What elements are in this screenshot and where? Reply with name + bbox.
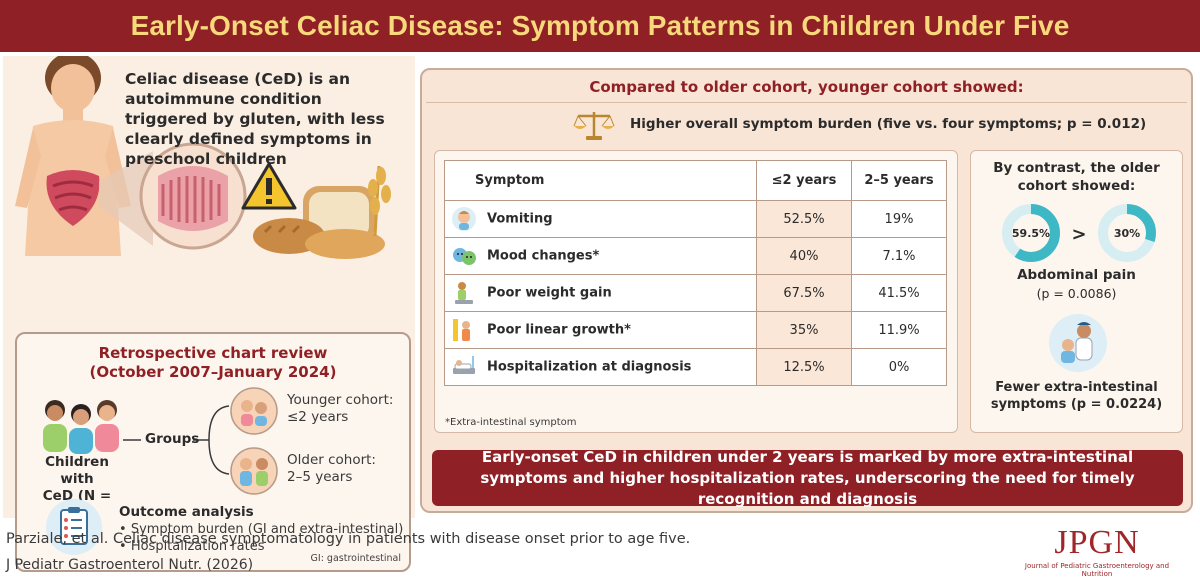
- mood-changes-icon: [453, 248, 476, 265]
- scale-icon: [573, 112, 615, 140]
- symptom-cell: Poor weight gain: [444, 274, 757, 312]
- table-row: Vomiting 52.5% 19%: [444, 200, 947, 238]
- symptom-cell: Mood changes*: [444, 237, 757, 275]
- groups-label: Groups: [145, 431, 200, 447]
- older-cohort-label: Older cohort: 2–5 years: [287, 452, 376, 485]
- doctor-child-icon: [1049, 314, 1107, 372]
- outcome-list: • Symptom burden (GI and extra-intestina…: [119, 521, 403, 555]
- table-row: Poor weight gain 67.5% 41.5%: [444, 274, 947, 312]
- contrast-box: By contrast, the older cohort showed: 59…: [970, 150, 1183, 433]
- children-group-icon: [43, 400, 119, 454]
- citation-line1: Parziale, et al. Celiac disease symptoma…: [6, 531, 691, 547]
- table-header-row: Symptom ≤2 years 2–5 years: [444, 160, 947, 201]
- younger-cohort-icon: [230, 387, 278, 435]
- logo-subtitle: Journal of Pediatric Gastroenterology an…: [1024, 562, 1170, 578]
- young-value: 12.5%: [756, 348, 852, 386]
- old-value: 19%: [851, 200, 947, 238]
- left-panel: Celiac disease (CeD) is an autoimmune co…: [3, 56, 415, 572]
- logo-word: JPGN: [1054, 524, 1140, 561]
- jpgn-logo: JPGN Journal of Pediatric Gastroenterolo…: [1012, 524, 1192, 579]
- hospital-bed-icon: [453, 356, 475, 374]
- table-row: Poor linear growth* 35% 11.9%: [444, 311, 947, 349]
- younger-donut-label: 30%: [1114, 227, 1140, 240]
- table-row: Hospitalization at diagnosis 12.5% 0%: [444, 348, 947, 386]
- vomiting-icon: [452, 207, 476, 231]
- header-old: 2–5 years: [851, 160, 947, 201]
- older-donut-label: 59.5%: [1012, 227, 1050, 240]
- table-row: Mood changes* 40% 7.1%: [444, 237, 947, 275]
- intro-text: Celiac disease (CeD) is an autoimmune co…: [125, 70, 385, 168]
- abdominal-pain-donuts: 59.5% > 30%: [1002, 204, 1156, 262]
- title-bar: Early-Onset Celiac Disease: Symptom Patt…: [0, 0, 1200, 52]
- right-panel: Compared to older cohort, younger cohort…: [420, 68, 1193, 513]
- weight-gain-icon: [455, 282, 473, 304]
- clipboard-icon: [46, 499, 102, 555]
- greater-than-symbol: >: [1071, 224, 1086, 245]
- gi-note: GI: gastrointestinal: [310, 553, 401, 564]
- young-value: 40%: [756, 237, 852, 275]
- abdominal-pain-p: (p = 0.0086): [1036, 286, 1117, 301]
- header-symptom: Symptom: [444, 160, 757, 201]
- old-value: 0%: [851, 348, 947, 386]
- conclusion-banner: Early-onset CeD in children under 2 year…: [432, 448, 1183, 508]
- older-cohort-icon: [230, 447, 278, 495]
- chart-review-box: Retrospective chart review (October 2007…: [15, 332, 411, 572]
- page-title: Early-Onset Celiac Disease: Symptom Patt…: [130, 10, 1070, 41]
- outcome-item: • Symptom burden (GI and extra-intestina…: [119, 522, 404, 537]
- old-value: 41.5%: [851, 274, 947, 312]
- outcome-item: • Hospitalization rates: [119, 539, 265, 554]
- burden-text: Higher overall symptom burden (five vs. …: [630, 116, 1147, 132]
- younger-donut-arc: [1098, 204, 1156, 262]
- divider: [426, 102, 1187, 103]
- linear-growth-icon: [453, 319, 470, 341]
- young-value: 67.5%: [756, 274, 852, 312]
- child-gut-illustration: [15, 56, 391, 259]
- old-value: 7.1%: [851, 237, 947, 275]
- older-donut-arc: [1002, 204, 1060, 262]
- header-young: ≤2 years: [756, 160, 852, 201]
- citation-line2: J Pediatr Gastroenterol Nutr. (2026): [6, 557, 254, 573]
- old-value: 11.9%: [851, 311, 947, 349]
- comparison-title: Compared to older cohort, younger cohort…: [589, 78, 1024, 96]
- young-value: 35%: [756, 311, 852, 349]
- abdominal-pain-label: Abdominal pain: [1017, 267, 1136, 283]
- fewer-symptoms-label: Fewer extra-intestinal symptoms (p = 0.0…: [990, 380, 1163, 412]
- groups-connector: [123, 405, 230, 475]
- symptom-table-box: Symptom ≤2 years 2–5 years Vomiting 52.5…: [434, 150, 958, 433]
- outcome-title: Outcome analysis: [119, 504, 254, 520]
- younger-cohort-label: Younger cohort: ≤2 years: [287, 392, 394, 425]
- symptom-cell: Hospitalization at diagnosis: [444, 348, 757, 386]
- table-footnote: *Extra-intestinal symptom: [445, 417, 577, 428]
- symptom-table: Symptom ≤2 years 2–5 years Vomiting 52.5…: [444, 160, 947, 386]
- review-title: Retrospective chart review (October 2007…: [89, 344, 337, 381]
- symptom-cell: Poor linear growth*: [444, 311, 757, 349]
- young-value: 52.5%: [756, 200, 852, 238]
- contrast-title: By contrast, the older cohort showed:: [993, 160, 1160, 194]
- symptom-cell: Vomiting: [444, 200, 757, 238]
